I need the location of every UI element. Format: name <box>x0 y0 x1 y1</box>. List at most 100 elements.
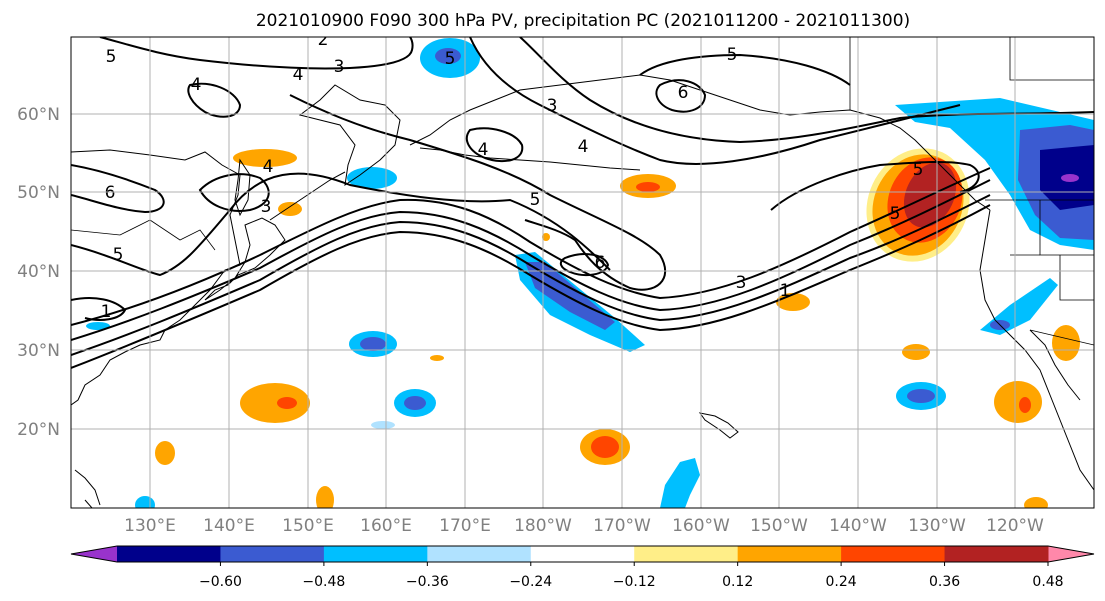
precip-area-small-3 <box>542 233 550 241</box>
colorbar-segment <box>117 546 221 562</box>
pv-contour-label: 5 <box>913 160 924 180</box>
pv-contour-16 <box>71 164 165 214</box>
precip-area-south-edge-2 <box>1024 497 1048 508</box>
border-usa-mexico <box>1029 329 1094 346</box>
precip-area-tropical-1-core <box>591 436 619 458</box>
precip-area-mexico <box>1052 325 1080 361</box>
precip-area-japan <box>278 202 302 216</box>
lon-label: 170°W <box>593 516 651 536</box>
precip-area-south-china-sea <box>155 441 175 465</box>
lon-label: 150°W <box>750 516 808 536</box>
pv-contour-6 <box>289 94 667 291</box>
pv-contour-label: 5 <box>890 204 901 224</box>
pv-contour-5 <box>71 172 611 277</box>
pv-contour-label: 4 <box>263 157 274 177</box>
pv-contour-label-group: 5 2 5 4 3 5 4 3 6 4 5 4 6 3 5 5 1 6 3 1 … <box>101 30 924 322</box>
colorbar-tick-label: 0.12 <box>722 574 753 590</box>
colorbar-ticks: −0.60 −0.48 −0.36 −0.24 −0.12 0.12 0.24 0.36 0.4… <box>199 562 1064 590</box>
lat-label: 60°N <box>17 105 60 125</box>
lat-label: 20°N <box>17 420 60 440</box>
precip-area-south-edge-3 <box>135 496 155 508</box>
colorbar-segments <box>117 546 1049 562</box>
coast-hawaii <box>698 412 739 439</box>
pv-contour-label: 5 <box>727 45 738 65</box>
pv-contour-label: 4 <box>293 65 304 85</box>
pv-contour-label: 4 <box>578 137 589 157</box>
coast-philippines <box>74 469 101 508</box>
precip-area-west-pacific-1-core <box>277 397 297 409</box>
gridlines <box>71 37 1094 508</box>
precip-area-small-2 <box>371 421 395 429</box>
lon-label: 140°W <box>829 516 887 536</box>
border-canada-provinces <box>1009 37 1094 81</box>
colorbar-extend-low <box>71 546 117 562</box>
pv-contour-3 <box>71 179 991 341</box>
pv-contour-label: 3 <box>736 273 747 293</box>
lon-label: 120°W <box>986 516 1044 536</box>
pv-contour-4 <box>71 167 991 326</box>
lon-label: 140°E <box>203 516 255 536</box>
map-frame <box>70 36 1095 509</box>
precip-area-small-1 <box>430 355 444 361</box>
colorbar-tick-label: 0.36 <box>929 574 960 590</box>
pv-contour-label: 5 <box>113 245 124 265</box>
coast-japan <box>204 217 286 301</box>
border-china-mongolia <box>71 219 151 236</box>
colorbar-segment <box>841 546 946 562</box>
precip-area-baja-offshore-core <box>1019 397 1031 413</box>
pv-contour-15 <box>198 173 270 212</box>
lat-label: 50°N <box>17 183 60 203</box>
border-usa-states-2 <box>1059 255 1094 301</box>
coast-baja <box>1029 329 1081 401</box>
colorbar-outline <box>70 545 1095 563</box>
precip-area-east-pacific-3-core <box>907 389 935 403</box>
pv-contour-label: 3 <box>334 57 345 77</box>
pv-contour-label: 1 <box>101 302 112 322</box>
map-content: 5 2 5 4 3 5 4 3 6 4 5 4 6 3 5 5 1 6 3 1 … <box>71 30 1094 508</box>
border-china-korea <box>149 219 216 251</box>
precip-area-aleutian-south-core <box>636 182 660 192</box>
colorbar-tick-label: −0.36 <box>406 574 449 590</box>
colorbar-tick-label: −0.12 <box>613 574 656 590</box>
colorbar-segment <box>737 546 842 562</box>
pv-contour-8 <box>187 82 242 118</box>
coast-asia <box>71 149 241 406</box>
precip-area-central-pacific-core <box>525 262 615 330</box>
precip-area-tropical-2 <box>660 458 700 508</box>
lon-label: 150°E <box>282 516 334 536</box>
colorbar-segment <box>944 546 1049 562</box>
colorbar: −0.60 −0.48 −0.36 −0.24 −0.12 0.12 0.24 0.36 0.4… <box>70 545 1095 590</box>
pv-contour-label: 3 <box>261 197 272 217</box>
pv-contour-12 <box>655 79 707 113</box>
precip-area-kuril <box>347 167 397 189</box>
pv-contour-label: 5 <box>106 47 117 67</box>
colorbar-tick-label: 0.24 <box>826 574 857 590</box>
lat-label: 30°N <box>17 341 60 361</box>
colorbar-segment <box>220 546 325 562</box>
lon-label: 130°E <box>124 516 176 536</box>
pv-contour-label: 1 <box>780 281 791 301</box>
pv-contours <box>71 37 1094 369</box>
lon-label: 160°W <box>672 516 730 536</box>
colorbar-tick-label: −0.60 <box>199 574 242 590</box>
map-title: 2021010900 F090 300 hPa PV, precipitatio… <box>256 11 910 31</box>
political-borders <box>71 37 1094 346</box>
precip-area-south-edge-1 <box>316 486 334 508</box>
pv-contour-17 <box>559 253 610 277</box>
longitude-labels: 130°E 140°E 150°E 160°E 170°E 180°W 170°… <box>124 516 1044 536</box>
pv-contour-11 <box>469 37 961 165</box>
lon-label: 130°W <box>908 516 966 536</box>
lon-label: 160°E <box>360 516 412 536</box>
precip-area-east-pacific-2 <box>902 344 930 360</box>
latitude-labels: 60°N 50°N 40°N 30°N 20°N <box>17 105 60 440</box>
precip-area-north-pacific-core <box>435 48 461 64</box>
pv-contour-label: 5 <box>445 49 456 69</box>
precip-area-ne-pacific-peak <box>1061 174 1079 182</box>
colorbar-segment <box>427 546 532 562</box>
pv-contour-13 <box>639 53 851 86</box>
pv-contour-label: 2 <box>318 30 329 50</box>
lon-label: 170°E <box>439 516 491 536</box>
pv-contour-14 <box>770 160 980 211</box>
pv-contour-label: 6 <box>595 253 606 273</box>
